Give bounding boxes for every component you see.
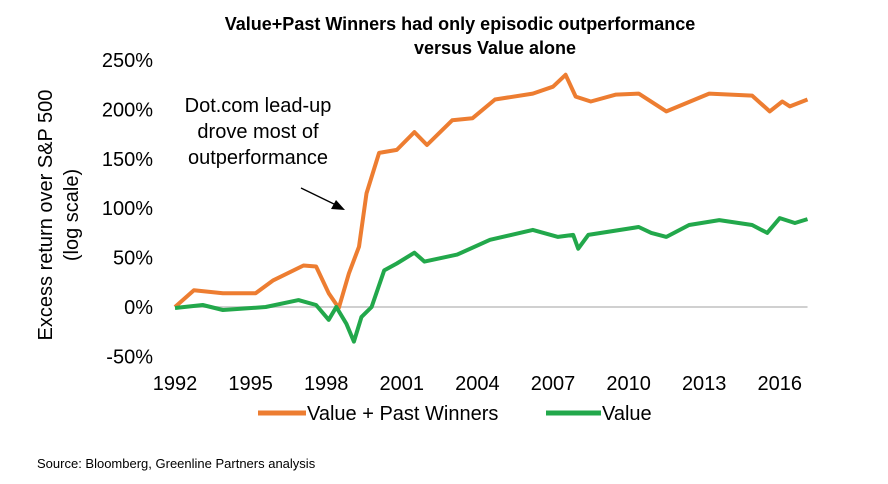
x-tick-label: 2013 [682,373,727,395]
legend: Value + Past Winners Value [258,403,652,425]
y-tick-label: 50% [113,248,153,270]
x-tick-label: 1998 [304,373,349,395]
y-tick-label: 200% [102,99,153,121]
y-tick-label: 100% [102,198,153,220]
x-tick-label: 2010 [606,373,651,395]
series-line-value [174,216,809,344]
y-axis-title: Excess return over S&P 500 [35,90,57,341]
x-tick-label: 2001 [380,373,425,395]
x-tick-label: 2016 [758,373,803,395]
y-tick-label: -50% [106,346,153,368]
chart-title-line-1: Value+Past Winners had only episodic out… [225,14,695,34]
annotation-arrow [300,187,345,210]
annotation-line-2: drove most of [197,121,319,143]
x-tick-label: 2004 [455,373,500,395]
annotation-line-1: Dot.com lead-up [185,95,332,117]
x-tick-label: 1992 [153,373,198,395]
annotation-line-3: outperformance [188,147,328,169]
x-tick-label: 2007 [531,373,576,395]
source-note: Source: Bloomberg, Greenline Partners an… [37,456,316,471]
series-line-value-past-winners [173,72,809,310]
x-tick-label: 1995 [228,373,273,395]
y-tick-label: 250% [102,50,153,72]
y-tick-label: 0% [124,297,153,319]
y-axis-subtitle: (log scale) [61,169,83,261]
legend-label-value: Value [602,403,652,425]
y-tick-label: 150% [102,149,153,171]
chart-title-line-2: versus Value alone [414,38,576,58]
legend-label-value-past-winners: Value + Past Winners [307,403,498,425]
